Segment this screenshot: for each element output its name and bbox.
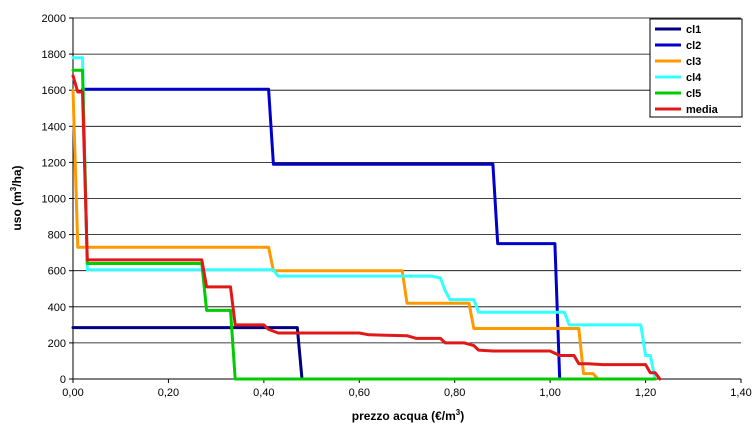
series-line-cl3 <box>71 88 657 381</box>
y-tick-label: 2000 <box>42 13 66 25</box>
legend-box <box>649 18 743 118</box>
tick-labels: 0 200 400 600 800 1000 1200 1400 1600 1800 2000 0,0… <box>42 13 752 399</box>
y-tick-label: 400 <box>48 302 66 314</box>
legend: cl1 cl2 cl3 cl4 cl5 media <box>649 18 743 118</box>
legend-label-cl2: cl2 <box>686 40 701 52</box>
x-tick-label: 1,00 <box>539 387 560 399</box>
y-tick-label: 1800 <box>42 49 66 61</box>
y-tick-label: 200 <box>48 338 66 350</box>
y-tick-label: 1000 <box>42 194 66 206</box>
x-tick-label: 0,80 <box>444 387 465 399</box>
x-tick-label: 1,20 <box>635 387 656 399</box>
x-tick-label: 1,40 <box>730 387 751 399</box>
legend-label-cl4: cl4 <box>686 72 702 84</box>
y-axis-title: uso (m3/ha) <box>9 165 24 230</box>
y-tick-label: 1400 <box>42 121 66 133</box>
x-tick-label: 0,20 <box>158 387 179 399</box>
y-tick-label: 600 <box>48 266 66 278</box>
x-axis-title: prezzo acqua (€/m3) <box>352 408 464 423</box>
x-tick-label: 0,60 <box>349 387 370 399</box>
legend-label-cl5: cl5 <box>686 88 701 100</box>
y-tick-label: 800 <box>48 230 66 242</box>
legend-label-media: media <box>686 104 719 116</box>
series-line-cl4 <box>71 56 657 381</box>
legend-label-cl3: cl3 <box>686 56 701 68</box>
legend-label-cl1: cl1 <box>686 24 701 36</box>
series-lines <box>71 56 662 381</box>
y-tick-label: 1200 <box>42 157 66 169</box>
y-tick-label: 0 <box>60 374 66 386</box>
x-tick-label: 0,40 <box>253 387 274 399</box>
x-tick-label: 0,00 <box>62 387 83 399</box>
series-line-media <box>71 74 662 381</box>
y-tick-label: 1600 <box>42 85 66 97</box>
